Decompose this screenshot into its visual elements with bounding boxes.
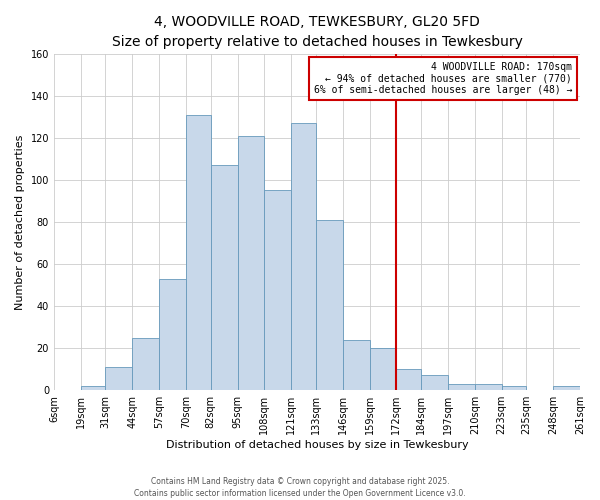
Bar <box>186 115 211 390</box>
Bar <box>81 386 106 390</box>
Bar <box>291 123 316 390</box>
X-axis label: Distribution of detached houses by size in Tewkesbury: Distribution of detached houses by size … <box>166 440 468 450</box>
Bar <box>502 386 526 390</box>
Title: 4, WOODVILLE ROAD, TEWKESBURY, GL20 5FD
Size of property relative to detached ho: 4, WOODVILLE ROAD, TEWKESBURY, GL20 5FD … <box>112 15 523 48</box>
Bar <box>448 384 475 390</box>
Bar <box>553 386 580 390</box>
Bar <box>211 166 238 390</box>
Bar <box>265 190 291 390</box>
Bar <box>106 367 133 390</box>
Bar <box>316 220 343 390</box>
Bar <box>421 376 448 390</box>
Bar <box>475 384 502 390</box>
Bar <box>159 279 186 390</box>
Bar <box>133 338 159 390</box>
Bar <box>238 136 265 390</box>
Y-axis label: Number of detached properties: Number of detached properties <box>15 134 25 310</box>
Text: 4 WOODVILLE ROAD: 170sqm
← 94% of detached houses are smaller (770)
6% of semi-d: 4 WOODVILLE ROAD: 170sqm ← 94% of detach… <box>314 62 572 96</box>
Bar <box>343 340 370 390</box>
Text: Contains HM Land Registry data © Crown copyright and database right 2025.
Contai: Contains HM Land Registry data © Crown c… <box>134 476 466 498</box>
Bar <box>370 348 397 390</box>
Bar <box>397 369 421 390</box>
